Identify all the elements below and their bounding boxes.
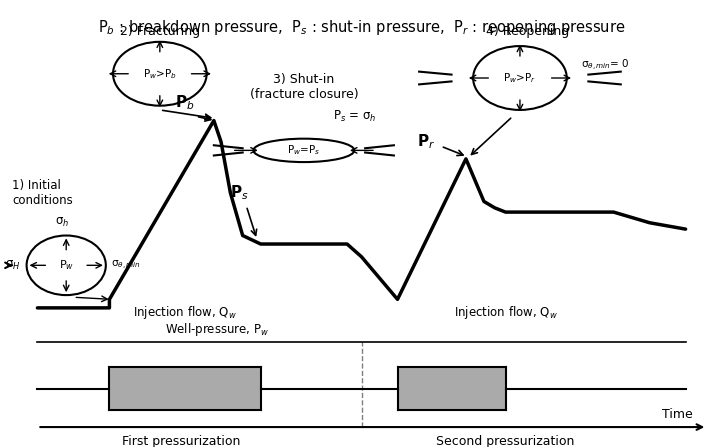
Text: P$_r$: P$_r$ <box>417 132 435 151</box>
Text: 1) Initial
conditions: 1) Initial conditions <box>12 179 73 207</box>
Bar <box>109 367 261 410</box>
Text: Injection flow, Q$_w$: Injection flow, Q$_w$ <box>453 304 557 320</box>
Text: P$_s$: P$_s$ <box>230 184 249 202</box>
Text: P$_w$>P$_r$: P$_w$>P$_r$ <box>503 71 536 85</box>
Text: First pressurization: First pressurization <box>122 435 241 447</box>
Text: P$_w$=P$_s$: P$_w$=P$_s$ <box>287 143 320 157</box>
Text: P$_w$>P$_b$: P$_w$>P$_b$ <box>143 67 177 80</box>
Text: σ$_{θ,min}$= 0: σ$_{θ,min}$= 0 <box>581 58 630 73</box>
Text: 3) Shut-in
(fracture closure): 3) Shut-in (fracture closure) <box>249 72 358 101</box>
Text: σ$_H$: σ$_H$ <box>5 259 20 272</box>
Text: P$_b$ : breakdown pressure,  P$_s$ : shut-in pressure,  P$_r$ : reopening pressu: P$_b$ : breakdown pressure, P$_s$ : shut… <box>98 18 625 37</box>
Text: 4) Reopening: 4) Reopening <box>486 25 569 38</box>
Text: P$_w$: P$_w$ <box>59 258 74 272</box>
Bar <box>398 367 505 410</box>
Text: Time: Time <box>662 408 693 421</box>
Text: P$_b$: P$_b$ <box>175 93 194 112</box>
Text: Second pressurization: Second pressurization <box>437 435 575 447</box>
Text: Injection flow, Q$_w$: Injection flow, Q$_w$ <box>133 304 237 320</box>
Text: σ$_{θ,min}$: σ$_{θ,min}$ <box>111 259 141 272</box>
Text: P$_s$ = σ$_h$: P$_s$ = σ$_h$ <box>333 109 376 124</box>
Text: 2) Fracturing: 2) Fracturing <box>120 25 200 38</box>
Text: σ$_h$: σ$_h$ <box>56 216 69 229</box>
Text: Well-pressure, P$_w$: Well-pressure, P$_w$ <box>166 320 270 337</box>
